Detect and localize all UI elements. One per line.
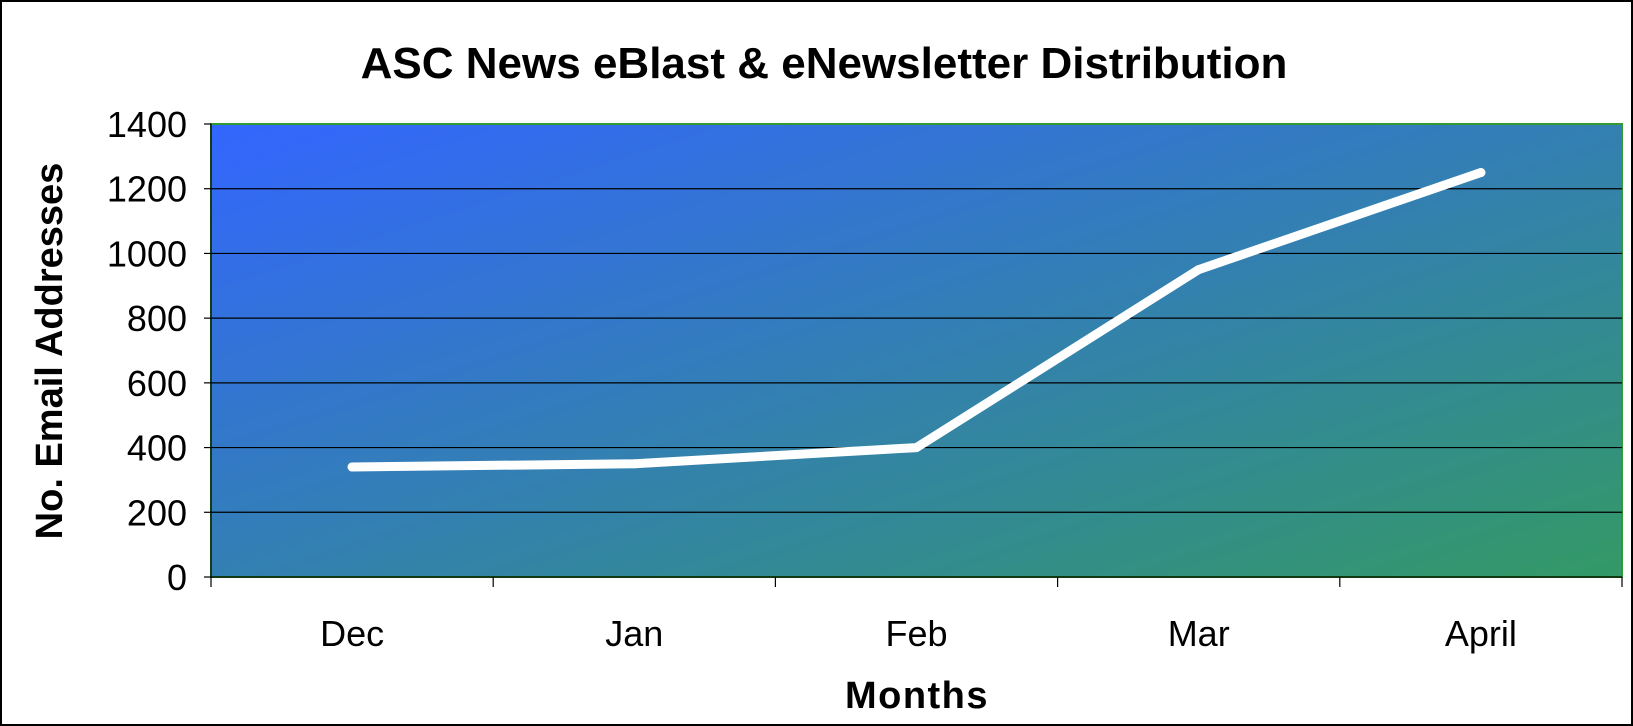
data-point: [1476, 168, 1486, 178]
y-tick-label: 800: [127, 298, 187, 339]
plot-area: [210, 123, 1623, 578]
x-tick-label: Feb: [885, 613, 947, 654]
data-point: [1194, 265, 1204, 275]
y-axis-label: No. Email Addresses: [29, 163, 71, 540]
y-tick-label: 1400: [107, 104, 187, 145]
y-tick-label: 1000: [107, 233, 187, 274]
y-tick-label: 400: [127, 428, 187, 469]
x-axis: Dec Jan Feb Mar April: [210, 576, 1623, 654]
gridlines: [211, 188, 1622, 513]
x-tick-label: Dec: [320, 613, 384, 654]
x-axis-label: Months: [845, 675, 989, 717]
x-tick-label: Jan: [605, 613, 663, 654]
y-tick-label: 200: [127, 492, 187, 533]
y-tick-label: 1200: [107, 169, 187, 210]
x-tick-label: Mar: [1168, 613, 1230, 654]
x-tick-label: April: [1445, 613, 1517, 654]
data-point: [629, 459, 639, 469]
y-tick-label: 0: [167, 557, 187, 598]
y-tick-label: 600: [127, 363, 187, 404]
chart-title: ASC News eBlast & eNewsletter Distributi…: [361, 39, 1288, 88]
data-point: [912, 443, 921, 453]
data-point: [347, 462, 357, 472]
y-axis: 0 200 400 600 800 1000 1200 1400: [107, 104, 212, 598]
series-layer: [347, 168, 1486, 472]
